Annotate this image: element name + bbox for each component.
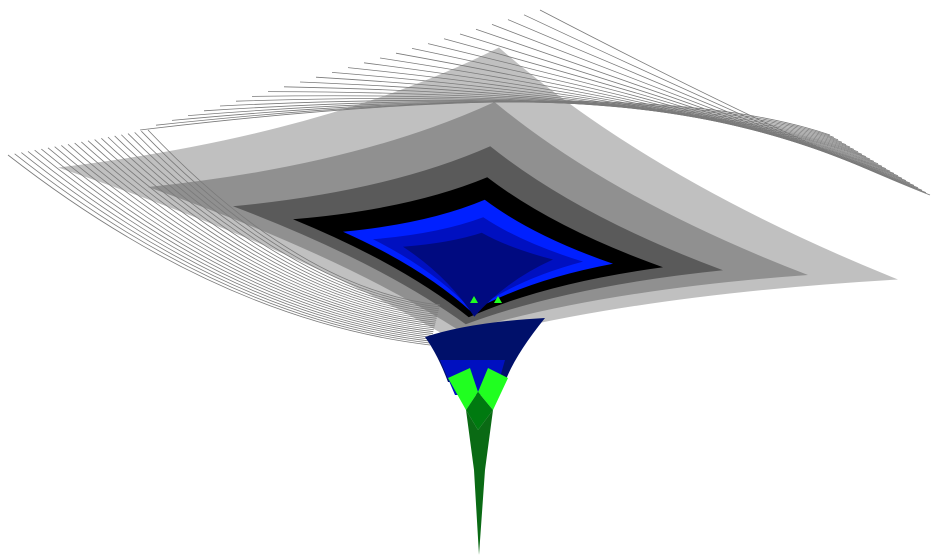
rib-line-back [395, 52, 895, 174]
rib-line-front [21, 152, 431, 342]
rib-line-back [379, 57, 891, 172]
rib-line-front [41, 148, 433, 336]
rib-line-front [127, 133, 439, 312]
center-tip-left [470, 296, 478, 303]
rib-line-front [54, 146, 434, 333]
rib-line-front [87, 140, 436, 323]
rib-line-back [331, 72, 879, 165]
rib-line-back [539, 9, 931, 196]
rib-line-front [134, 132, 440, 310]
rib-line-front [14, 153, 431, 344]
funnel-stem [466, 410, 493, 555]
throat-green-facet-right [478, 368, 508, 410]
rib-line-back [507, 19, 923, 191]
rib-line-front [7, 154, 431, 346]
rib-line-back [475, 28, 915, 186]
concentric-height-bands [8, 10, 938, 350]
rib-line-back [315, 76, 875, 162]
rib-line-back [299, 81, 871, 160]
center-tip-right [494, 296, 502, 303]
rib-line-front [101, 138, 437, 319]
rib-line-front [47, 147, 433, 334]
throat-green-facet-left [448, 368, 478, 410]
rib-line-front [94, 139, 437, 321]
rib-line-front [147, 129, 441, 306]
rib-line-back [347, 67, 883, 167]
rib-line-front [34, 149, 432, 338]
dark-blue-band [403, 232, 553, 317]
rib-line-front [74, 142, 435, 327]
rib-line-front [114, 135, 438, 315]
throat-green-diamond [466, 392, 493, 430]
rib-line-back [427, 43, 903, 179]
rib-line-front [27, 151, 432, 340]
rib-line-front [81, 141, 436, 325]
rib-line-back [491, 24, 919, 189]
rib-line-back [411, 48, 899, 177]
rib-line-front [67, 143, 435, 329]
mesh-rib-lines [7, 9, 931, 346]
rib-line-back [363, 62, 887, 169]
rib-line-front [141, 130, 440, 308]
funnel-throat [425, 296, 545, 555]
rib-line-back [443, 38, 907, 181]
rib-line-back [459, 33, 911, 184]
rib-line-front [121, 134, 439, 314]
rib-line-front [107, 136, 438, 317]
rib-line-front [61, 145, 434, 331]
